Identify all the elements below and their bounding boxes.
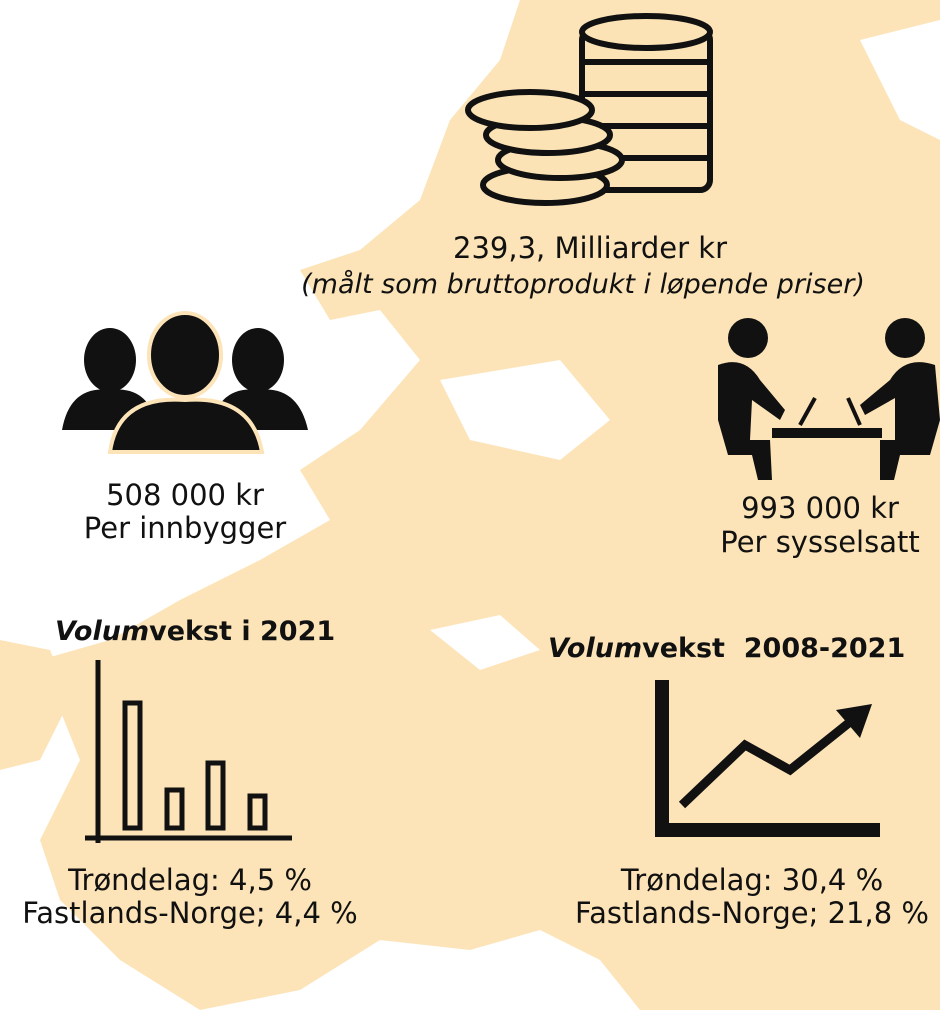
coins-icon	[465, 13, 713, 206]
growth-period-line: Fastlands-Norge; 21,8 %	[575, 896, 929, 930]
per-resident-value: 508 000 kr	[106, 478, 264, 512]
title-italic: Volum	[548, 633, 642, 664]
main-note: (målt som bruttoprodukt i løpende priser…	[301, 269, 865, 300]
growth-period-title: Volumvekst 2008-2021	[548, 633, 905, 664]
growth-period-line: Trøndelag: 30,4 %	[620, 863, 883, 897]
title-rest: vekst 2008-2021	[642, 633, 905, 664]
meeting-icon	[718, 318, 940, 480]
title-rest: vekst i 2021	[149, 616, 335, 647]
main-value: 239,3, Milliarder kr	[453, 231, 727, 265]
growth-2021-line: Fastlands-Norge; 4,4 %	[22, 896, 357, 930]
growth-2021-line: Trøndelag: 4,5 %	[67, 863, 312, 897]
per-employee-value: 993 000 kr	[741, 491, 899, 525]
title-italic: Volum	[55, 616, 149, 647]
bar-chart-icon	[85, 660, 292, 843]
people-icon	[62, 311, 308, 454]
line-chart-icon	[655, 680, 880, 837]
growth-2021-title: Volumvekst i 2021	[55, 616, 335, 647]
per-employee-label: Per sysselsatt	[720, 525, 919, 559]
per-resident-label: Per innbygger	[84, 511, 286, 545]
